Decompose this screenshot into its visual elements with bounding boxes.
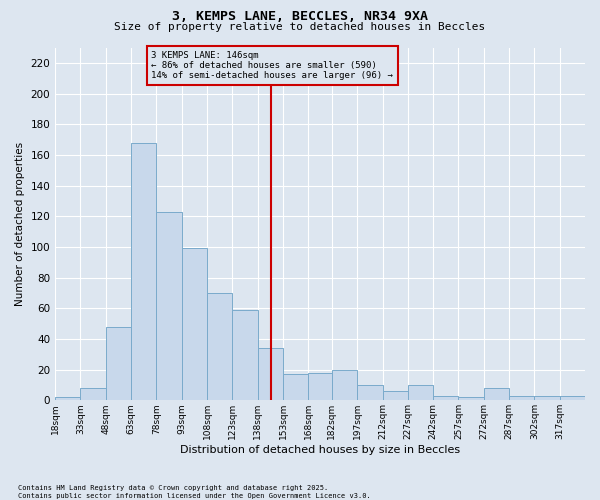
Bar <box>332 370 357 400</box>
Text: Contains public sector information licensed under the Open Government Licence v3: Contains public sector information licen… <box>18 493 371 499</box>
Bar <box>509 396 535 400</box>
Bar <box>106 326 131 400</box>
Text: 3, KEMPS LANE, BECCLES, NR34 9XA: 3, KEMPS LANE, BECCLES, NR34 9XA <box>172 10 428 23</box>
Bar <box>484 388 509 400</box>
Bar <box>535 396 560 400</box>
Bar <box>257 348 283 401</box>
Bar <box>232 310 257 400</box>
Bar <box>157 212 182 400</box>
Bar <box>131 142 157 400</box>
X-axis label: Distribution of detached houses by size in Beccles: Distribution of detached houses by size … <box>180 445 460 455</box>
Bar <box>283 374 308 400</box>
Text: Contains HM Land Registry data © Crown copyright and database right 2025.: Contains HM Land Registry data © Crown c… <box>18 485 328 491</box>
Bar <box>308 372 332 400</box>
Bar <box>433 396 458 400</box>
Bar <box>383 391 408 400</box>
Bar <box>55 397 80 400</box>
Bar <box>207 293 232 401</box>
Bar <box>560 396 585 400</box>
Bar <box>357 385 383 400</box>
Text: 3 KEMPS LANE: 146sqm
← 86% of detached houses are smaller (590)
14% of semi-deta: 3 KEMPS LANE: 146sqm ← 86% of detached h… <box>151 50 393 80</box>
Bar <box>458 397 484 400</box>
Y-axis label: Number of detached properties: Number of detached properties <box>15 142 25 306</box>
Bar <box>80 388 106 400</box>
Text: Size of property relative to detached houses in Beccles: Size of property relative to detached ho… <box>115 22 485 32</box>
Bar <box>408 385 433 400</box>
Bar <box>182 248 207 400</box>
